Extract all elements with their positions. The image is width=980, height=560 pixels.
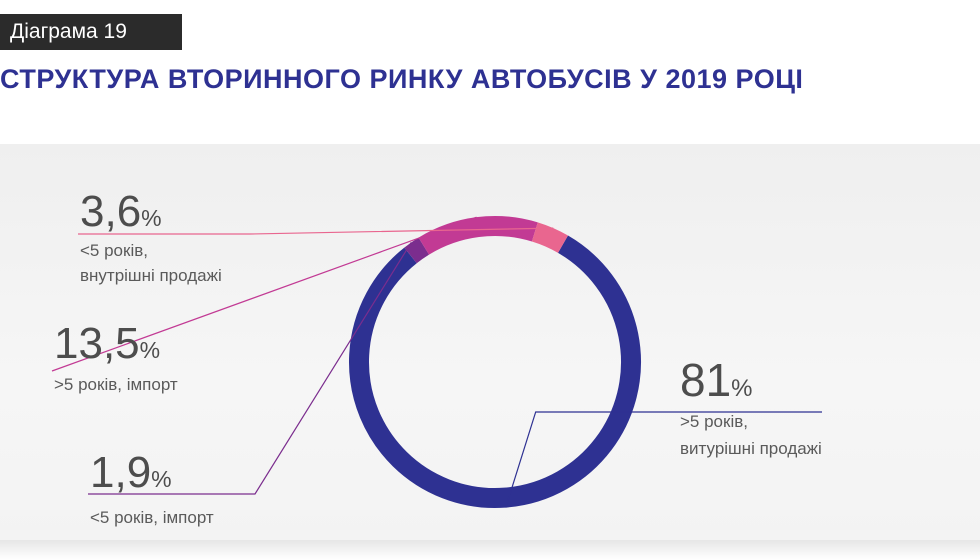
slice-category-label-0-1: витурішні продажі	[680, 439, 822, 458]
chart-panel	[0, 144, 980, 540]
slice-value-label-2: 13,5%	[54, 319, 160, 368]
slice-category-label-2-0: >5 років, імпорт	[54, 375, 178, 394]
slice-category-label-3-1: внутрішні продажі	[80, 266, 222, 285]
leader-line-3	[78, 227, 554, 235]
donut-slice-3	[531, 222, 568, 254]
bottom-shadow	[0, 540, 980, 560]
donut-slice-0	[349, 235, 641, 508]
slice-category-label-3-0: <5 років,	[80, 241, 148, 260]
donut-slice-1	[404, 237, 430, 264]
leader-line-1	[88, 242, 412, 495]
slice-category-label-0-0: >5 років,	[680, 412, 748, 431]
leader-line-2	[51, 216, 477, 372]
slice-value-label-0: 81%	[680, 354, 753, 406]
slice-value-label-3: 3,6%	[80, 187, 162, 236]
chart-number-badge: Діаграма 19	[0, 14, 182, 50]
slice-category-label-1-0: <5 років, імпорт	[90, 508, 214, 527]
slice-value-label-1: 1,9%	[90, 448, 172, 497]
leader-line-0	[505, 411, 822, 508]
chart-title: СТРУКТУРА ВТОРИННОГО РИНКУ АВТОБУСІВ У 2…	[0, 64, 804, 94]
